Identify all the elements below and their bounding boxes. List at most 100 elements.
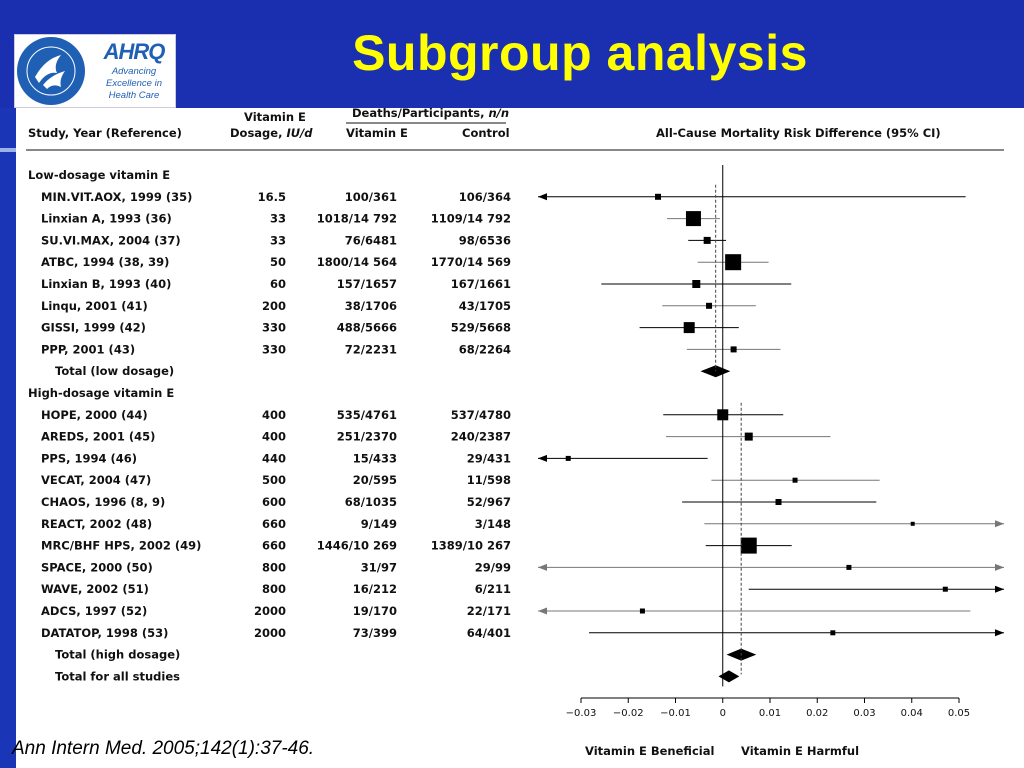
ci-arrow-right [995, 585, 1004, 593]
study-dose: 660 [262, 517, 286, 531]
point-estimate [692, 280, 701, 288]
footer-beneficial: Vitamin E Beneficial [585, 744, 714, 758]
x-tick-label: 0.03 [853, 708, 875, 719]
content-panel [16, 108, 1024, 768]
ci-arrow-left [538, 193, 547, 201]
ci-arrow-left [538, 454, 547, 462]
study-label: SPACE, 2000 (50) [41, 560, 153, 574]
study-label: ATBC, 1994 (38, 39) [41, 255, 169, 269]
study-dose: 440 [262, 451, 286, 465]
study-label: Linxian A, 1993 (36) [41, 212, 172, 226]
x-tick-label: −0.02 [613, 708, 644, 719]
slide-title: Subgroup analysis [352, 25, 808, 81]
total-label: Total (high dosage) [55, 648, 180, 662]
point-estimate [775, 499, 782, 505]
study-vitamin-e: 100/361 [345, 190, 397, 204]
x-tick-label: −0.01 [660, 708, 691, 719]
study-label: GISSI, 1999 (42) [41, 321, 146, 335]
header-dose-line2: Dosage, IU/d [230, 126, 313, 140]
point-estimate [942, 586, 948, 592]
study-vitamin-e: 72/2231 [345, 342, 397, 356]
group-label: High-dosage vitamin E [28, 386, 174, 400]
study-control: 64/401 [467, 626, 511, 640]
study-label: DATATOP, 1998 (53) [41, 626, 168, 640]
study-control: 43/1705 [459, 299, 511, 313]
ci-arrow-right [995, 629, 1004, 637]
header-vitamin-e: Vitamin E [346, 126, 408, 140]
study-control: 11/598 [467, 473, 511, 487]
study-control: 3/148 [475, 517, 511, 531]
point-estimate [683, 322, 695, 334]
plot-area [538, 165, 1004, 687]
header-control: Control [462, 126, 510, 140]
point-estimate [706, 302, 713, 309]
study-label: ADCS, 1997 (52) [41, 604, 147, 618]
study-label: MIN.VIT.AOX, 1999 (35) [41, 190, 192, 204]
x-tick-label: 0.01 [759, 708, 781, 719]
study-vitamin-e: 68/1035 [345, 495, 397, 509]
study-label: CHAOS, 1996 (8, 9) [41, 495, 165, 509]
citation: Ann Intern Med. 2005;142(1):37-46. [12, 738, 315, 759]
study-vitamin-e: 1018/14 792 [317, 212, 397, 226]
study-vitamin-e: 19/170 [353, 604, 397, 618]
study-control: 240/2387 [451, 430, 511, 444]
header-deaths: Deaths/Participants, n/n [352, 106, 509, 120]
point-estimate [685, 211, 701, 227]
study-control: 6/211 [475, 582, 511, 596]
study-vitamin-e: 488/5666 [337, 321, 397, 335]
study-vitamin-e: 15/433 [353, 451, 397, 465]
study-vitamin-e: 1800/14 564 [317, 255, 397, 269]
ahrq-tagline-3: Health Care [108, 90, 160, 101]
study-dose: 60 [270, 277, 286, 291]
study-control: 529/5668 [451, 321, 511, 335]
point-estimate [703, 236, 711, 244]
x-tick-label: −0.03 [566, 708, 597, 719]
study-control: 1109/14 792 [431, 212, 511, 226]
study-control: 1389/10 267 [431, 539, 511, 553]
total-label: Total (low dosage) [55, 364, 174, 378]
study-control: 98/6536 [459, 233, 511, 247]
study-dose: 600 [262, 495, 286, 509]
study-vitamin-e: 535/4761 [337, 408, 397, 422]
study-control: 167/1661 [451, 277, 511, 291]
study-dose: 800 [262, 582, 286, 596]
logo: AHRQ Advancing Excellence in Health Care [14, 34, 176, 108]
study-dose: 33 [270, 233, 286, 247]
study-vitamin-e: 73/399 [353, 626, 397, 640]
study-vitamin-e: 76/6481 [345, 233, 397, 247]
header-study: Study, Year (Reference) [28, 126, 182, 140]
ahrq-tagline-1: Advancing [111, 66, 157, 77]
study-dose: 33 [270, 212, 286, 226]
point-estimate [846, 564, 852, 570]
study-label: VECAT, 2004 (47) [41, 473, 151, 487]
ahrq-brand: AHRQ [103, 39, 166, 64]
x-tick-label: 0.04 [901, 708, 923, 719]
x-axis: −0.03 −0.02 −0.01 0 0.01 0.02 0.03 0.04 0.05 [566, 697, 970, 719]
point-estimate [830, 630, 836, 636]
study-control: 537/4780 [451, 408, 511, 422]
left-accent-strip [0, 108, 16, 768]
study-dose: 400 [262, 408, 286, 422]
study-control: 29/431 [467, 451, 511, 465]
group-label: Low-dosage vitamin E [28, 168, 170, 182]
study-dose: 200 [262, 299, 286, 313]
study-dose: 500 [262, 473, 286, 487]
point-estimate [639, 608, 645, 614]
study-label: REACT, 2002 (48) [41, 517, 152, 531]
study-dose: 400 [262, 430, 286, 444]
study-vitamin-e: 31/97 [361, 560, 397, 574]
point-estimate [740, 537, 757, 554]
study-control: 22/171 [467, 604, 511, 618]
ahrq-mark: AHRQ Advancing Excellence in Health Care [93, 39, 175, 101]
point-estimate [744, 432, 753, 441]
point-estimate [725, 254, 742, 271]
study-label: PPS, 1994 (46) [41, 451, 137, 465]
study-label: AREDS, 2001 (45) [41, 430, 155, 444]
study-dose: 16.5 [258, 190, 286, 204]
study-control: 29/99 [475, 560, 511, 574]
study-label: PPP, 2001 (43) [41, 342, 135, 356]
study-vitamin-e: 20/595 [353, 473, 397, 487]
total-label: Total for all studies [55, 669, 180, 683]
header-dose-line1: Vitamin E [244, 110, 306, 124]
